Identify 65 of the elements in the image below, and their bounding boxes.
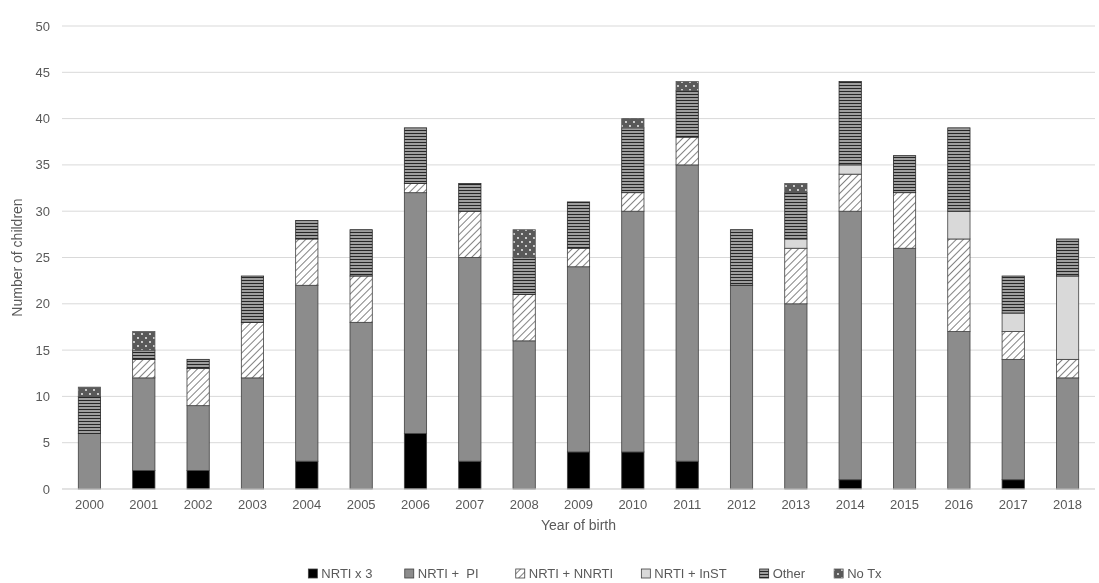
- legend-label: NRTI + PI: [417, 566, 479, 581]
- bar: [512, 229, 536, 258]
- bar: [240, 275, 264, 323]
- y-tick-label: 15: [35, 342, 50, 358]
- x-tick-label: 2004: [292, 497, 322, 512]
- bar: [458, 183, 482, 212]
- bar: [621, 118, 645, 129]
- bar: [403, 127, 428, 184]
- bar: [132, 349, 156, 360]
- bar: [675, 81, 699, 92]
- x-tick-label: 2011: [673, 497, 702, 512]
- x-tick-label: 2010: [618, 497, 648, 512]
- bar: [77, 396, 101, 434]
- bar: [621, 127, 645, 194]
- x-tick-label: 2012: [727, 497, 756, 512]
- y-tick-label: 40: [35, 111, 50, 127]
- x-tick-label: 2002: [183, 497, 213, 512]
- x-tick-label: 2017: [998, 497, 1028, 512]
- bar: [566, 201, 591, 249]
- x-tick-label: 2018: [1053, 497, 1083, 512]
- legend-label: Other: [772, 566, 806, 581]
- legend-label: No Tx: [847, 566, 883, 581]
- bar: [784, 192, 808, 240]
- bar: [729, 229, 754, 286]
- bar: [512, 257, 536, 295]
- bar: [947, 127, 971, 212]
- x-tick-label: 2009: [564, 497, 593, 512]
- bar: [132, 331, 156, 351]
- y-tick-label: 30: [35, 203, 50, 219]
- y-tick-label: 50: [35, 18, 50, 34]
- x-tick-label: 2016: [944, 497, 974, 512]
- legend-label: NRTI x 3: [321, 566, 373, 581]
- y-tick-label: 10: [35, 388, 50, 404]
- y-tick-label: 35: [35, 157, 50, 173]
- x-tick-label: 2013: [781, 497, 811, 512]
- x-tick-label: 2015: [890, 497, 919, 512]
- bar: [77, 433, 101, 490]
- bar: [838, 81, 862, 166]
- bar: [729, 284, 754, 490]
- x-tick-label: 2007: [455, 497, 485, 512]
- x-tick-label: 2008: [509, 497, 539, 512]
- x-tick-label: 2001: [129, 497, 159, 512]
- bar: [186, 358, 210, 370]
- x-tick-label: 2006: [401, 497, 430, 512]
- y-tick-label: 45: [35, 64, 50, 80]
- bar: [1001, 275, 1025, 314]
- x-tick-label: 2014: [835, 497, 865, 512]
- legend-label: NRTI + NNRTI: [528, 566, 614, 581]
- legend-label: NRTI + InST: [654, 566, 727, 581]
- y-axis-title: Number of children: [9, 198, 25, 317]
- x-tick-label: 2000: [74, 497, 104, 512]
- y-tick-label: 0: [42, 481, 50, 497]
- x-axis-title: Year of birth: [541, 517, 616, 533]
- x-tick-label: 2005: [346, 497, 376, 512]
- bar: [893, 155, 917, 194]
- bar: [1056, 238, 1080, 277]
- bar: [295, 220, 319, 240]
- y-tick-label: 20: [35, 296, 50, 312]
- bar: [784, 183, 808, 194]
- bar: [349, 229, 373, 277]
- y-tick-label: 5: [42, 435, 50, 451]
- bar: [77, 386, 101, 397]
- x-tick-label: 2003: [238, 497, 267, 512]
- y-tick-label: 25: [35, 250, 50, 266]
- bar: [675, 90, 699, 138]
